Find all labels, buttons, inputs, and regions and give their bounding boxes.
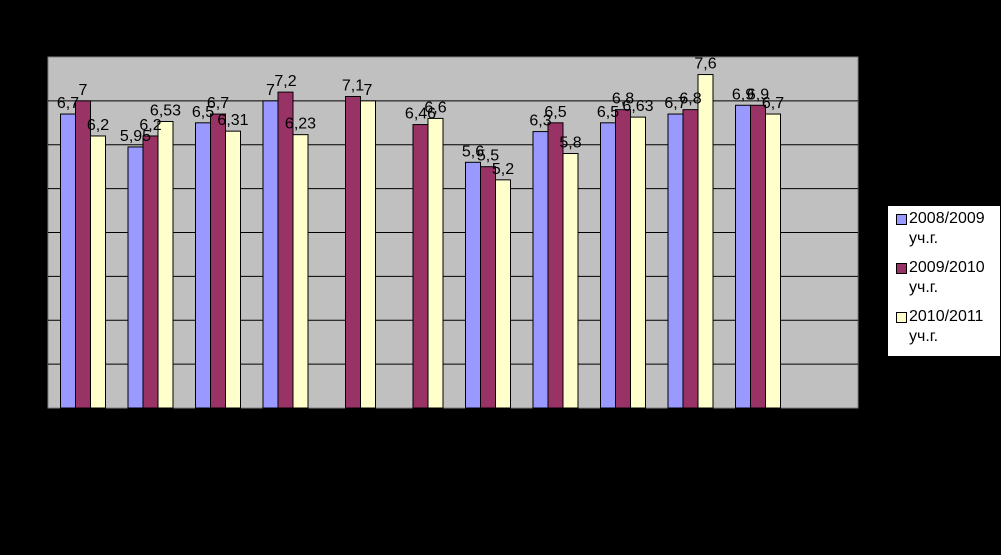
bar-series-2-cat-11: [750, 104, 766, 409]
bar-series-1-cat-8: [532, 131, 549, 409]
legend-swatch-series-3: [896, 312, 907, 323]
data-labels: 6,75,956,575,66,36,56,76,976,26,77,2 7,16…: [57, 56, 784, 178]
bar-series-2-cat-4: [277, 91, 294, 409]
bars: [60, 74, 781, 409]
data-label-series-3-cat-5: 7: [364, 82, 373, 99]
gridlines: [48, 100, 858, 365]
legend: 2008/2009 уч.г. 2009/2010 уч.г. 2010/201…: [887, 205, 1001, 357]
data-label-series-2-cat-9: 6,8: [612, 91, 634, 108]
bar-series-1-cat-7: [465, 161, 481, 409]
data-label-series-3-cat-2: 6,53: [150, 102, 181, 119]
data-label-series-2-cat-11: 6,9: [747, 86, 769, 103]
data-label-series-1-cat-8: 6,3: [529, 113, 551, 130]
bar-series-2-cat-6: [412, 124, 429, 409]
data-label-series-2-cat-10: 6,8: [679, 91, 701, 108]
bar-series-3-cat-5: [360, 100, 376, 409]
data-label-series-2-cat-3: 6,7: [207, 95, 229, 112]
legend-swatch-series-1: [896, 214, 907, 225]
bar-series-2-cat-1: [75, 100, 91, 409]
bar-series-3-cat-3: [225, 130, 241, 409]
bar-series-3-cat-10: [697, 74, 714, 409]
bar-series-1-cat-1: [60, 113, 76, 409]
data-label-series-3-cat-3: 6,31: [217, 112, 248, 129]
legend-label-series-2: 2009/2010 уч.г.: [909, 259, 985, 296]
data-label-series-3-cat-11: 6,7: [762, 95, 784, 112]
bar-series-2-cat-10: [682, 109, 699, 409]
data-label-series-2-cat-6: 6,46: [405, 106, 436, 123]
data-label-series-1-cat-1: 6,7: [57, 95, 79, 112]
bar-series-2-cat-3: [210, 113, 226, 409]
bar-series-3-cat-1: [90, 135, 106, 409]
bar-series-2-cat-5: [345, 95, 361, 409]
data-label-series-3-cat-6: 6,6: [424, 99, 446, 116]
bar-series-1-cat-10: [667, 113, 684, 409]
bar-series-3-cat-7: [495, 179, 511, 409]
bar-series-3-cat-8: [562, 153, 579, 409]
data-label-series-3-cat-10: 7,6: [694, 56, 716, 73]
bar-series-3-cat-4: [292, 134, 309, 409]
data-label-series-2-cat-4: 7,2: [274, 73, 296, 90]
legend-item-series-2: 2009/2010 уч.г.: [892, 257, 1000, 306]
bar-series-2-cat-7: [480, 166, 496, 409]
data-label-series-3-cat-7: 5,2: [492, 161, 514, 178]
data-label-series-1-cat-3: 6,5: [192, 104, 214, 121]
data-label-series-2-cat-7: 5,5: [477, 148, 499, 165]
bar-series-1-cat-2: [127, 146, 144, 409]
bar-series-1-cat-9: [600, 122, 616, 409]
data-label-series-1-cat-2: 5,95: [120, 128, 151, 145]
legend-swatch-series-2: [896, 263, 907, 274]
data-label-series-1-cat-4: 7: [266, 82, 275, 99]
data-label-series-2-cat-2: 6,2: [139, 117, 161, 134]
data-label-series-3-cat-1: 6,2: [87, 117, 109, 134]
legend-label-series-3: 2010/2011 уч.г.: [909, 308, 984, 345]
data-label-series-1-cat-10: 6,7: [664, 95, 686, 112]
bar-series-3-cat-2: [157, 120, 174, 409]
bar-series-1-cat-3: [195, 122, 211, 409]
bar-series-3-cat-6: [427, 117, 444, 409]
data-label-series-1-cat-9: 6,5: [597, 104, 619, 121]
bar-series-1-cat-11: [735, 104, 751, 409]
bar-series-1-cat-4: [262, 100, 279, 409]
data-label-series-3-cat-4: 6,23: [285, 116, 316, 133]
data-label-series-3-cat-8: 5,8: [559, 135, 581, 152]
data-label-series-1-cat-11: 6,9: [732, 86, 754, 103]
data-label-series-3-cat-9: 6,63: [622, 98, 653, 115]
bar-series-3-cat-11: [765, 113, 781, 409]
legend-label-series-1: 2008/2009 уч.г.: [909, 210, 985, 247]
bar-series-3-cat-9: [630, 116, 646, 409]
legend-item-series-3: 2010/2011 уч.г.: [892, 306, 1000, 355]
data-label-series-2-cat-5: 7,1: [342, 77, 364, 94]
data-label-series-2-cat-1: 7: [79, 82, 88, 99]
bar-series-2-cat-8: [547, 122, 564, 409]
bar-series-2-cat-2: [142, 135, 159, 409]
bar-series-2-cat-9: [615, 109, 631, 409]
data-label-series-1-cat-7: 5,6: [462, 143, 484, 160]
data-label-series-2-cat-8: 6,5: [544, 104, 566, 121]
legend-item-series-1: 2008/2009 уч.г.: [892, 208, 1000, 257]
